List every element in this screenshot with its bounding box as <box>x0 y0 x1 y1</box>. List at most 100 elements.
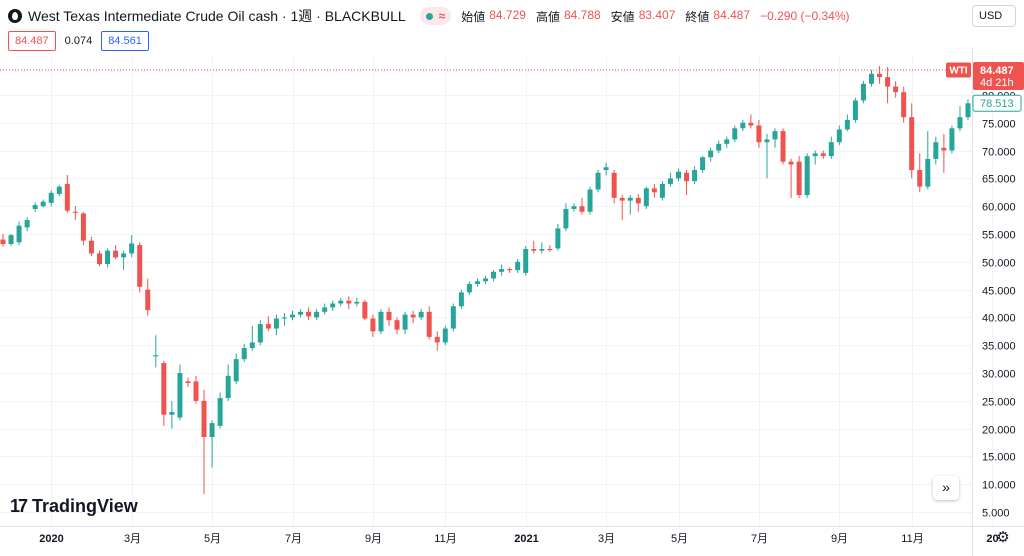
gear-icon[interactable]: ⚙ <box>996 529 1010 546</box>
candle-body <box>812 153 818 157</box>
candle-body <box>458 292 464 307</box>
time-tick-label: 2021 <box>514 533 538 545</box>
candle-body <box>820 153 826 157</box>
ohlc-low: 安値 83.407 <box>610 7 676 24</box>
time-tick-label: 9月 <box>831 533 848 545</box>
scroll-to-realtime-button[interactable]: » <box>933 476 959 500</box>
candle-body <box>788 161 794 165</box>
candle-body <box>877 73 883 78</box>
candle-body <box>716 143 722 151</box>
price-tags: WTI 84.487 4d 21h 78.513 <box>946 61 1024 112</box>
candle <box>362 299 368 321</box>
candle <box>780 128 786 165</box>
symbol-legend[interactable]: West Texas Intermediate Crude Oil cash ·… <box>8 6 850 26</box>
secondary-price-tag-box <box>972 94 1022 112</box>
time-tick-label: 5月 <box>671 533 688 545</box>
candle <box>611 170 617 204</box>
candle <box>410 310 416 323</box>
price-tick-label: 45.000 <box>982 286 1016 298</box>
candle <box>828 136 834 159</box>
candle-body <box>185 381 191 384</box>
candle-body <box>8 235 14 244</box>
candle <box>667 172 673 187</box>
candle <box>354 297 360 307</box>
candle <box>571 203 577 212</box>
candle-body <box>426 311 432 337</box>
candles-layer <box>0 66 971 495</box>
candle-body <box>635 197 641 204</box>
candle <box>603 162 609 176</box>
candle-body <box>531 249 537 251</box>
price-tick-label: 70.000 <box>982 147 1016 159</box>
candle-body <box>474 281 480 285</box>
candle-body <box>796 161 802 196</box>
candle <box>523 246 529 276</box>
buy-price-button[interactable]: 84.561 <box>101 31 149 51</box>
candle-body <box>281 317 287 319</box>
price-tick-label: 65.000 <box>982 174 1016 186</box>
candle-body <box>941 147 947 151</box>
candle <box>394 317 400 335</box>
candle-body <box>273 318 279 329</box>
candle <box>957 106 963 132</box>
candle <box>105 248 111 268</box>
price-tick-label: 10.000 <box>982 480 1016 492</box>
candle-body <box>80 213 86 241</box>
candle <box>113 245 119 260</box>
candle-body <box>667 178 673 184</box>
candle-body <box>571 206 577 209</box>
oil-drop-icon <box>8 9 22 23</box>
time-tick-label: 7月 <box>751 533 768 545</box>
currency-selector[interactable]: USD <box>972 5 1016 27</box>
price-tick-label: 20.000 <box>982 425 1016 437</box>
candle <box>145 278 151 316</box>
sell-price-button[interactable]: 84.487 <box>8 31 56 51</box>
candle-body <box>88 240 94 254</box>
price-tick-label: 30.000 <box>982 369 1016 381</box>
candle-body <box>177 373 183 418</box>
candle <box>812 150 818 165</box>
time-axis[interactable]: 2020 3月 5月 7月 9月 11月 2021 3月 5月 7月 9月 11月 20 <box>0 526 1024 546</box>
candle-body <box>153 355 159 357</box>
candle <box>700 156 706 173</box>
candle <box>40 199 46 208</box>
candle-body <box>659 183 665 198</box>
candle-body <box>450 306 456 329</box>
candle-body <box>466 284 472 293</box>
candle <box>965 99 971 120</box>
candle <box>748 114 754 129</box>
candle <box>499 264 505 276</box>
candle <box>877 66 883 84</box>
price-tick-label: 60.000 <box>982 202 1016 214</box>
candle <box>290 310 295 321</box>
candle-body <box>643 188 649 207</box>
candle <box>265 316 271 332</box>
candle-body <box>724 139 730 144</box>
candle-body <box>603 167 609 171</box>
candle <box>796 156 802 198</box>
candle <box>595 170 601 193</box>
candle-body <box>499 269 505 272</box>
market-status-pill[interactable]: ≈ <box>419 7 452 25</box>
candle <box>724 136 730 148</box>
candle <box>885 67 891 104</box>
price-axis[interactable]: 5.000 10.000 15.000 20.000 25.000 30.000 35.00… <box>972 48 1016 556</box>
price-tick-label: 75.000 <box>982 119 1016 131</box>
candle <box>531 240 537 254</box>
spread-value: 0.074 <box>64 35 93 47</box>
candle-body <box>619 197 625 201</box>
symbol-title[interactable]: West Texas Intermediate Crude Oil cash ·… <box>28 8 406 24</box>
wti-label-box <box>946 62 971 78</box>
candle-body <box>676 171 681 179</box>
candle-body <box>772 131 778 140</box>
candle-body <box>901 92 907 118</box>
candle-body <box>780 131 786 162</box>
price-tick-label: 25.000 <box>982 397 1016 409</box>
candle <box>306 307 312 321</box>
candle <box>402 311 408 335</box>
tradingview-logo[interactable]: 17 TradingView <box>10 496 138 517</box>
candle <box>764 133 770 179</box>
candle-body <box>225 375 231 399</box>
candle <box>635 193 641 212</box>
